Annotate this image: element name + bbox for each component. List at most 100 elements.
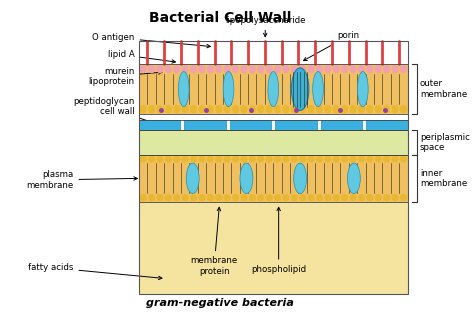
Ellipse shape: [249, 105, 256, 113]
Ellipse shape: [207, 105, 214, 113]
Ellipse shape: [156, 105, 164, 113]
Ellipse shape: [392, 65, 399, 73]
Ellipse shape: [156, 65, 164, 73]
Ellipse shape: [400, 155, 407, 163]
Bar: [230, 120, 271, 130]
Ellipse shape: [207, 194, 214, 201]
Ellipse shape: [349, 194, 356, 201]
Ellipse shape: [313, 71, 323, 106]
Ellipse shape: [240, 105, 247, 113]
Ellipse shape: [349, 65, 356, 73]
Ellipse shape: [299, 65, 306, 73]
Text: Bacterial Cell Wall: Bacterial Cell Wall: [148, 11, 291, 25]
Text: porin: porin: [303, 31, 360, 61]
Ellipse shape: [400, 194, 407, 201]
Ellipse shape: [257, 155, 264, 163]
Bar: [139, 202, 408, 294]
Text: inner
membrane: inner membrane: [420, 169, 467, 188]
Bar: [139, 40, 408, 294]
Ellipse shape: [240, 65, 247, 73]
Text: plasma
membrane: plasma membrane: [26, 170, 137, 190]
Ellipse shape: [249, 194, 256, 201]
Ellipse shape: [257, 194, 264, 201]
Ellipse shape: [223, 71, 234, 106]
Ellipse shape: [316, 155, 323, 163]
Text: lipopolysaccharide: lipopolysaccharide: [225, 16, 305, 37]
Ellipse shape: [140, 105, 147, 113]
Ellipse shape: [299, 194, 306, 201]
Ellipse shape: [333, 105, 340, 113]
Ellipse shape: [232, 155, 239, 163]
Ellipse shape: [249, 155, 256, 163]
Ellipse shape: [357, 71, 368, 106]
Ellipse shape: [316, 105, 323, 113]
Ellipse shape: [358, 194, 365, 201]
Bar: [139, 120, 181, 130]
Ellipse shape: [148, 65, 155, 73]
Ellipse shape: [366, 155, 374, 163]
Bar: [275, 120, 317, 130]
Ellipse shape: [190, 65, 197, 73]
Text: phospholipid: phospholipid: [251, 207, 306, 274]
Ellipse shape: [392, 194, 399, 201]
Ellipse shape: [283, 65, 290, 73]
Ellipse shape: [383, 65, 390, 73]
Bar: [366, 120, 408, 130]
Ellipse shape: [207, 155, 214, 163]
Ellipse shape: [294, 163, 307, 194]
Ellipse shape: [291, 155, 298, 163]
Ellipse shape: [308, 155, 315, 163]
Text: peptidoglycan
cell wall: peptidoglycan cell wall: [73, 97, 157, 125]
Ellipse shape: [324, 194, 331, 201]
Ellipse shape: [274, 105, 281, 113]
Ellipse shape: [224, 194, 231, 201]
Text: outer
membrane: outer membrane: [420, 79, 467, 99]
Ellipse shape: [374, 155, 382, 163]
Ellipse shape: [265, 155, 273, 163]
Ellipse shape: [173, 65, 180, 73]
Ellipse shape: [324, 155, 331, 163]
Ellipse shape: [215, 155, 222, 163]
Text: O antigen: O antigen: [92, 33, 210, 48]
Ellipse shape: [257, 105, 264, 113]
Ellipse shape: [165, 155, 172, 163]
Ellipse shape: [283, 155, 290, 163]
Ellipse shape: [316, 65, 323, 73]
Ellipse shape: [207, 65, 214, 73]
Ellipse shape: [224, 105, 231, 113]
Ellipse shape: [283, 194, 290, 201]
Ellipse shape: [232, 65, 239, 73]
Ellipse shape: [341, 65, 348, 73]
Ellipse shape: [324, 105, 331, 113]
Ellipse shape: [182, 105, 189, 113]
Ellipse shape: [349, 105, 356, 113]
Text: lipid A: lipid A: [108, 50, 175, 63]
Ellipse shape: [366, 105, 374, 113]
Ellipse shape: [182, 194, 189, 201]
Ellipse shape: [165, 194, 172, 201]
Ellipse shape: [190, 194, 197, 201]
Ellipse shape: [341, 155, 348, 163]
Ellipse shape: [198, 105, 206, 113]
Ellipse shape: [274, 65, 281, 73]
Ellipse shape: [198, 194, 206, 201]
Ellipse shape: [308, 194, 315, 201]
Ellipse shape: [257, 65, 264, 73]
Ellipse shape: [249, 65, 256, 73]
Ellipse shape: [224, 65, 231, 73]
Ellipse shape: [366, 65, 374, 73]
Ellipse shape: [333, 65, 340, 73]
Ellipse shape: [299, 105, 306, 113]
Ellipse shape: [274, 194, 281, 201]
Bar: [139, 130, 408, 155]
Ellipse shape: [173, 105, 180, 113]
Ellipse shape: [156, 155, 164, 163]
Ellipse shape: [215, 65, 222, 73]
Ellipse shape: [383, 105, 390, 113]
Ellipse shape: [265, 194, 273, 201]
Text: gram-negative bacteria: gram-negative bacteria: [146, 298, 294, 308]
Ellipse shape: [291, 105, 298, 113]
Ellipse shape: [224, 155, 231, 163]
Ellipse shape: [240, 163, 253, 194]
Ellipse shape: [240, 155, 247, 163]
